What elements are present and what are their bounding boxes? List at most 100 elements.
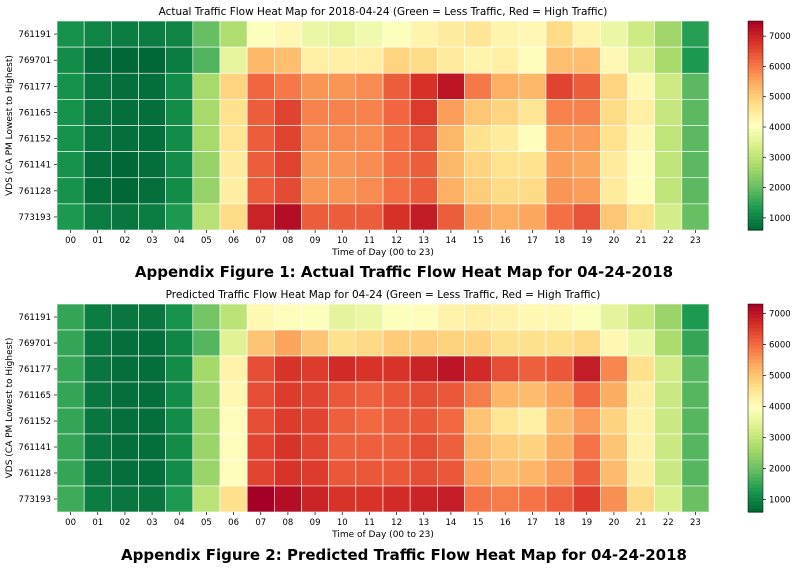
colorbar-segment	[748, 101, 763, 106]
y-tick-label: 769701	[19, 339, 51, 349]
heatmap-cell	[165, 46, 194, 74]
heatmap-cell	[382, 381, 411, 409]
heatmap-cell	[328, 485, 357, 513]
heatmap-cell	[545, 125, 574, 152]
colorbar-segment	[748, 34, 763, 40]
colorbar-tick-label: 6000	[769, 62, 791, 72]
heatmap-cell	[111, 433, 139, 461]
heatmap-cell	[464, 355, 492, 383]
heatmap-cell	[545, 303, 574, 331]
colorbar-segment	[748, 170, 763, 175]
x-tick-label: 04	[174, 518, 185, 528]
x-tick-label: 22	[663, 518, 674, 528]
colorbar-segment	[748, 449, 763, 454]
x-tick-label: 09	[310, 518, 321, 528]
colorbar-segment	[748, 149, 763, 154]
heatmap-cell	[165, 151, 194, 179]
heatmap-cell	[654, 99, 683, 126]
colorbar-segment	[748, 418, 763, 423]
heatmap-cell	[138, 459, 166, 487]
heatmap-cell	[518, 433, 547, 461]
heatmap-cell	[464, 459, 492, 487]
heatmap-cell	[83, 203, 112, 231]
heatmap-cell	[600, 329, 628, 357]
heatmap-cell	[627, 329, 655, 357]
colorbar-segment	[748, 411, 763, 416]
x-axis-label: Time of Day (00 to 23)	[331, 530, 434, 540]
heatmap-cell	[274, 381, 302, 409]
x-tick-label: 11	[364, 236, 375, 246]
heatmap-cell	[572, 329, 601, 357]
heatmap-cell	[518, 329, 547, 357]
colorbar-segment	[748, 111, 763, 116]
colorbar-segment	[748, 181, 763, 186]
y-axis-label: VDS (CA PM Lowest to Highest)	[5, 55, 15, 196]
heatmap-cell	[56, 433, 85, 461]
heatmap-cell	[111, 355, 139, 383]
y-tick-label: 761141	[19, 443, 51, 453]
y-tick-label: 761165	[19, 391, 51, 401]
heatmap-cell	[355, 151, 384, 179]
y-tick-label: 761128	[19, 469, 51, 479]
heatmap-cell	[192, 72, 221, 100]
heatmap-cell	[111, 125, 139, 152]
heatmap-cell	[83, 433, 112, 461]
heatmap-cell	[654, 177, 683, 205]
heatmap-cell	[382, 203, 411, 231]
heatmap-cell	[83, 177, 112, 205]
colorbar-segment	[748, 349, 763, 354]
heatmap-cell	[219, 151, 248, 179]
x-tick-label: 23	[690, 518, 701, 528]
x-tick-label: 00	[65, 236, 76, 246]
heatmap-cell	[56, 20, 85, 48]
heatmap-cell	[464, 485, 492, 513]
heatmap-cell	[545, 485, 574, 513]
heatmap-cell	[56, 407, 85, 435]
heatmap-cell	[301, 125, 329, 152]
heatmap-cell	[518, 203, 547, 231]
heatmap-cell	[219, 20, 248, 48]
heatmap-cell	[355, 459, 384, 487]
colorbar-segment	[748, 439, 763, 444]
colorbar-segment	[748, 219, 763, 224]
heatmap-cell	[83, 407, 112, 435]
y-tick-label: 769701	[19, 56, 51, 66]
x-tick-label: 19	[581, 518, 592, 528]
heatmap-cell	[382, 459, 411, 487]
x-tick-label: 10	[337, 236, 348, 246]
x-tick-label: 18	[554, 236, 565, 246]
x-tick-label: 16	[500, 518, 511, 528]
heatmap-cell	[491, 381, 520, 409]
colorbar-tick-label: 7000	[769, 32, 791, 42]
colorbar-segment	[748, 153, 763, 158]
heatmap-cell	[491, 303, 520, 331]
heatmap-cell	[654, 46, 683, 74]
heatmap-cell	[572, 433, 601, 461]
colorbar-segment	[748, 480, 763, 485]
heatmap-cell	[572, 485, 601, 513]
colorbar-segment	[748, 310, 763, 315]
colorbar-segment	[748, 174, 763, 179]
heatmap-cell	[545, 459, 574, 487]
heatmap-cell	[165, 203, 194, 231]
heatmap-cell	[491, 99, 520, 126]
heatmap-cell	[165, 355, 194, 383]
heatmap-cell	[274, 355, 302, 383]
heatmap-cell	[654, 355, 683, 383]
heatmap-cell	[355, 485, 384, 513]
colorbar-segment	[748, 505, 763, 510]
heatmap-cell	[56, 355, 85, 383]
heatmap-cell	[355, 329, 384, 357]
figure-1-caption: Appendix Figure 1: Actual Traffic Flow H…	[134, 263, 674, 281]
colorbar-segment	[748, 226, 763, 231]
heatmap-cell	[518, 303, 547, 331]
heatmap-cell	[572, 177, 601, 205]
heatmap-cell	[219, 125, 248, 152]
heatmap-cell	[274, 459, 302, 487]
colorbar-segment	[748, 41, 763, 46]
heatmap-cell	[192, 303, 221, 331]
x-tick-label: 17	[527, 518, 538, 528]
heatmap-cell	[355, 433, 384, 461]
colorbar-segment	[748, 359, 763, 364]
colorbar-segment	[748, 146, 763, 151]
